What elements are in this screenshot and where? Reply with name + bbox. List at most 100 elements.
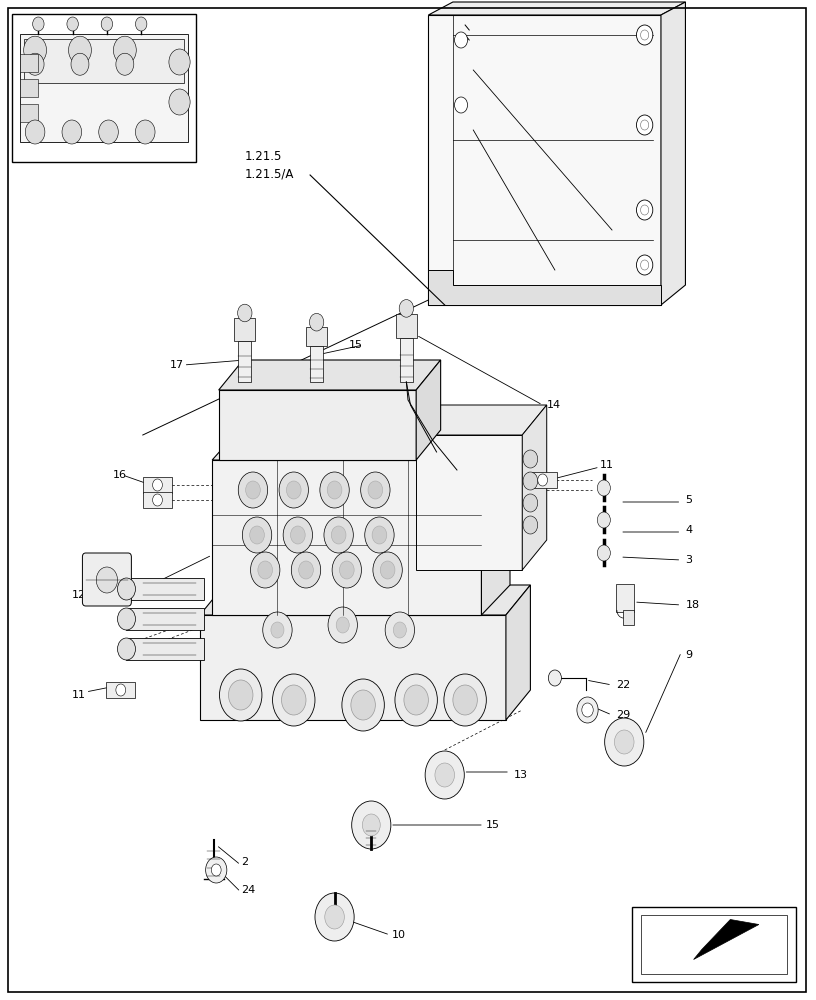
Polygon shape xyxy=(506,585,530,720)
Text: 29: 29 xyxy=(616,710,630,720)
Circle shape xyxy=(636,200,653,220)
Circle shape xyxy=(315,893,354,941)
Circle shape xyxy=(336,617,349,633)
Polygon shape xyxy=(200,585,530,615)
Polygon shape xyxy=(416,360,441,460)
Circle shape xyxy=(455,97,468,113)
Circle shape xyxy=(641,205,649,215)
Circle shape xyxy=(279,472,308,508)
FancyBboxPatch shape xyxy=(82,553,131,606)
Bar xyxy=(234,318,255,341)
Circle shape xyxy=(206,857,227,883)
Circle shape xyxy=(169,89,190,115)
Bar xyxy=(126,638,204,660)
Circle shape xyxy=(577,697,598,723)
Bar xyxy=(24,39,184,83)
Bar xyxy=(623,610,634,625)
Circle shape xyxy=(24,36,47,64)
Text: 15: 15 xyxy=(486,820,499,830)
Circle shape xyxy=(169,49,190,75)
Circle shape xyxy=(332,552,361,588)
Polygon shape xyxy=(416,405,547,435)
Circle shape xyxy=(523,472,538,490)
Circle shape xyxy=(228,680,253,710)
Circle shape xyxy=(153,479,162,491)
Bar xyxy=(641,915,787,974)
Circle shape xyxy=(365,517,394,553)
Bar xyxy=(238,341,251,382)
Text: 5: 5 xyxy=(685,495,693,505)
Bar xyxy=(143,492,172,508)
Polygon shape xyxy=(661,2,685,305)
Circle shape xyxy=(435,763,455,787)
Circle shape xyxy=(404,685,428,715)
Circle shape xyxy=(153,494,162,506)
Circle shape xyxy=(636,115,653,135)
Text: 1.21.5
1.21.5/A: 1.21.5 1.21.5/A xyxy=(245,149,295,180)
Circle shape xyxy=(118,638,135,660)
Polygon shape xyxy=(428,270,661,305)
Circle shape xyxy=(597,545,610,561)
Circle shape xyxy=(641,260,649,270)
Circle shape xyxy=(113,36,136,64)
Circle shape xyxy=(597,512,610,528)
Circle shape xyxy=(614,730,634,754)
Circle shape xyxy=(135,120,155,144)
Polygon shape xyxy=(481,428,510,615)
Bar xyxy=(106,682,135,698)
Circle shape xyxy=(339,561,354,579)
Text: 4: 4 xyxy=(685,525,693,535)
Polygon shape xyxy=(219,360,441,390)
Polygon shape xyxy=(200,615,506,720)
Text: 9: 9 xyxy=(685,650,693,660)
Circle shape xyxy=(331,526,346,544)
Circle shape xyxy=(582,703,593,717)
Circle shape xyxy=(523,516,538,534)
Circle shape xyxy=(361,472,390,508)
Text: 10: 10 xyxy=(392,930,406,940)
Circle shape xyxy=(641,120,649,130)
Text: 2: 2 xyxy=(241,857,248,867)
Circle shape xyxy=(523,494,538,512)
Circle shape xyxy=(605,718,644,766)
Circle shape xyxy=(282,685,306,715)
Circle shape xyxy=(538,474,548,486)
Circle shape xyxy=(250,526,264,544)
Circle shape xyxy=(251,552,280,588)
Bar xyxy=(143,477,172,493)
Circle shape xyxy=(118,578,135,600)
Circle shape xyxy=(286,481,301,499)
Bar xyxy=(12,14,196,162)
Text: 3: 3 xyxy=(685,555,693,565)
Circle shape xyxy=(258,561,273,579)
Polygon shape xyxy=(416,435,522,570)
Polygon shape xyxy=(219,390,416,460)
Polygon shape xyxy=(428,2,685,15)
Circle shape xyxy=(101,17,113,31)
Circle shape xyxy=(211,864,221,876)
Text: 16: 16 xyxy=(113,470,126,480)
Circle shape xyxy=(455,32,468,48)
Circle shape xyxy=(453,685,477,715)
Circle shape xyxy=(118,608,135,630)
Circle shape xyxy=(395,674,437,726)
Circle shape xyxy=(309,313,324,331)
Bar xyxy=(126,608,204,630)
Circle shape xyxy=(523,450,538,468)
Text: 17: 17 xyxy=(170,360,184,370)
Circle shape xyxy=(583,704,592,716)
Text: 12: 12 xyxy=(72,590,86,600)
Polygon shape xyxy=(694,920,759,960)
Polygon shape xyxy=(212,428,510,460)
Circle shape xyxy=(26,53,44,75)
Polygon shape xyxy=(428,15,661,305)
Bar xyxy=(310,346,323,382)
Circle shape xyxy=(116,684,126,696)
Bar xyxy=(616,584,634,612)
Polygon shape xyxy=(522,405,547,570)
Circle shape xyxy=(372,526,387,544)
Bar xyxy=(20,54,38,72)
Text: 11: 11 xyxy=(600,460,614,470)
Circle shape xyxy=(25,120,45,144)
Circle shape xyxy=(352,801,391,849)
